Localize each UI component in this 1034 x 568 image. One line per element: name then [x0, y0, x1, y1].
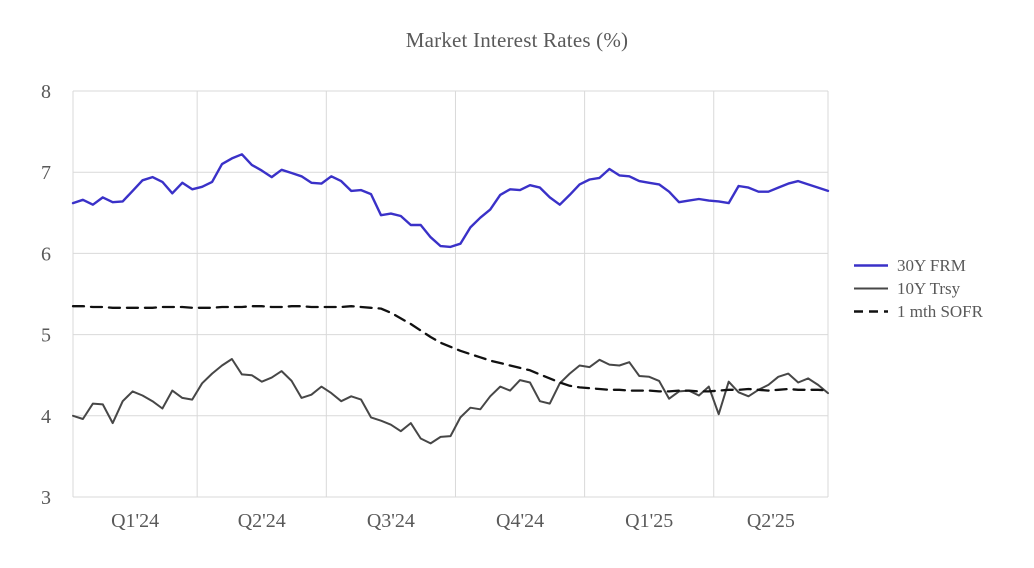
- legend-label-30y-frm: 30Y FRM: [897, 255, 966, 275]
- series-line-1-mth-sofr: [71, 305, 830, 393]
- y-tick-label: 6: [41, 243, 51, 265]
- y-tick-label: 5: [41, 325, 51, 347]
- chart-title: Market Interest Rates (%): [405, 28, 629, 52]
- legend-label-1-mth-sofr: 1 mth SOFR: [897, 301, 983, 321]
- x-tick-label: Q4'24: [496, 510, 544, 532]
- y-tick-label: 4: [41, 406, 51, 428]
- series-line-10y-trsy: [72, 358, 829, 445]
- legend: 30Y FRM 10Y Trsy 1 mth SOFR: [853, 254, 983, 323]
- legend-item-1-mth-sofr: 1 mth SOFR: [853, 300, 983, 323]
- x-tick-label: Q1'25: [625, 510, 673, 532]
- legend-label-10y-trsy: 10Y Trsy: [897, 278, 961, 298]
- legend-swatch-1-mth-sofr: [854, 310, 888, 313]
- y-tick-label: 8: [41, 81, 51, 103]
- x-tick-label: Q3'24: [367, 510, 415, 532]
- legend-item-10y-trsy: 10Y Trsy: [853, 277, 983, 300]
- y-tick-label: 7: [41, 162, 51, 184]
- y-tick-label: 3: [41, 487, 51, 509]
- legend-item-30y-frm: 30Y FRM: [853, 254, 983, 277]
- x-tick-label: Q1'24: [111, 510, 159, 532]
- legend-swatch-10y-trsy: [854, 287, 888, 290]
- series-line-30y-frm: [71, 153, 830, 249]
- legend-swatch-30y-frm: [854, 264, 888, 267]
- x-tick-label: Q2'25: [747, 510, 795, 532]
- x-tick-label: Q2'24: [238, 510, 286, 532]
